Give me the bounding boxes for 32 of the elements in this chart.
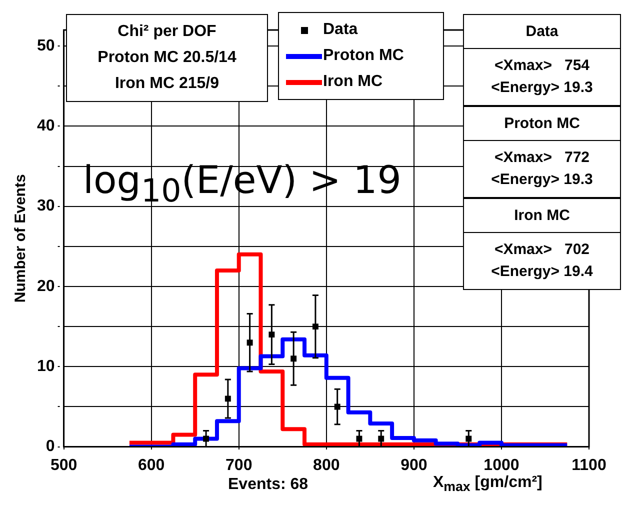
text-box: Chi² per DOF Proton MC 20.5/14 Iron MC 215/9 xyxy=(66,14,268,102)
x-axis-title: X$_{max}$ [gm/cm²] xyxy=(433,474,542,494)
annotation: <Energy> 19.3 xyxy=(490,170,594,190)
y-axis-title: Number of Events xyxy=(12,174,30,303)
x-tick-label: 600 xyxy=(138,456,165,474)
annotation: Iron MC xyxy=(513,207,571,224)
annotation: Proton MC xyxy=(503,115,581,132)
y-tick-label: 0 xyxy=(46,438,55,456)
x-tick-label: 900 xyxy=(400,456,428,474)
annotation: <Xmax> 754 xyxy=(493,56,591,76)
annotation: Iron MC 215/9 xyxy=(114,74,220,94)
x-tick-label: 500 xyxy=(50,456,78,474)
y-tick-label: 20 xyxy=(37,278,55,295)
text: Events: 68 xyxy=(228,476,308,494)
legend-label: Data xyxy=(323,20,358,40)
annotation: <Energy> 19.3 xyxy=(490,78,594,98)
x-tick-label: 800 xyxy=(313,456,340,474)
y-tick-label: 40 xyxy=(37,118,55,135)
x-tick-label: 1100 xyxy=(572,456,606,474)
annotation: <Xmax> 702 xyxy=(493,240,591,260)
annotation: Proton MC 20.5/14 xyxy=(96,48,238,68)
annotation: <Energy> 19.4 xyxy=(490,262,594,282)
x-tick-label: 700 xyxy=(226,456,252,474)
annotation: Data xyxy=(524,23,560,40)
annotation: Chi² per DOF xyxy=(116,22,218,42)
x-tick-label: 1000 xyxy=(484,456,520,474)
y-tick-label: 30 xyxy=(37,198,55,215)
legend-label: Proton MC xyxy=(323,46,404,66)
legend-label: Iron MC xyxy=(323,72,383,92)
y-tick-label: 10 xyxy=(37,358,55,376)
y-tick-label: 50 xyxy=(37,37,55,54)
annotation: <Xmax> 772 xyxy=(493,148,591,168)
